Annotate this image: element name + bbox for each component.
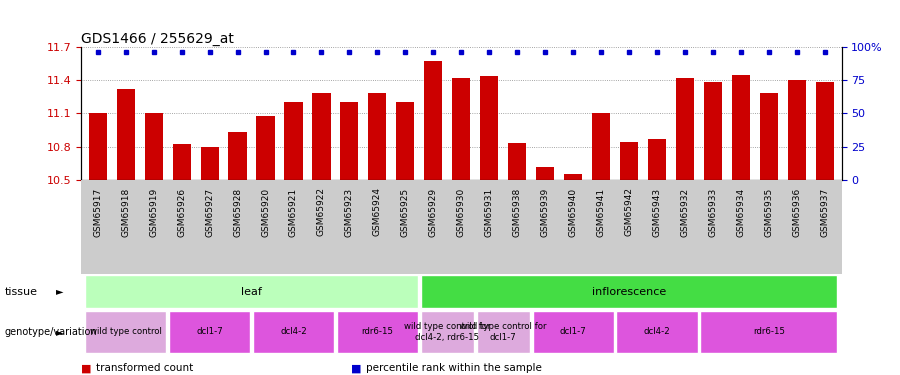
- Bar: [788, 80, 806, 180]
- Text: GSM65937: GSM65937: [820, 188, 829, 237]
- Text: GSM65934: GSM65934: [736, 188, 745, 237]
- Text: GSM65919: GSM65919: [149, 188, 158, 237]
- Text: ►: ►: [56, 327, 63, 337]
- Text: GSM65932: GSM65932: [680, 188, 689, 237]
- Bar: [424, 61, 443, 180]
- Text: GSM65942: GSM65942: [625, 188, 634, 237]
- Text: GSM65926: GSM65926: [177, 188, 186, 237]
- Text: tissue: tissue: [4, 286, 38, 297]
- Bar: [480, 76, 499, 180]
- Bar: [173, 144, 191, 180]
- Bar: [452, 78, 471, 180]
- Text: dcl4-2: dcl4-2: [644, 327, 670, 336]
- Text: percentile rank within the sample: percentile rank within the sample: [366, 363, 542, 373]
- Text: transformed count: transformed count: [96, 363, 194, 373]
- Text: GSM65943: GSM65943: [652, 188, 662, 237]
- Bar: [815, 82, 833, 180]
- Text: GSM65920: GSM65920: [261, 188, 270, 237]
- Text: GSM65922: GSM65922: [317, 188, 326, 237]
- Bar: [420, 275, 837, 308]
- Text: GSM65921: GSM65921: [289, 188, 298, 237]
- Text: GSM65923: GSM65923: [345, 188, 354, 237]
- Bar: [676, 78, 694, 180]
- Text: GSM65939: GSM65939: [541, 188, 550, 237]
- Text: GSM65917: GSM65917: [94, 188, 103, 237]
- Text: genotype/variation: genotype/variation: [4, 327, 97, 337]
- Bar: [256, 116, 274, 180]
- Text: dcl4-2: dcl4-2: [280, 327, 307, 336]
- Bar: [337, 311, 418, 353]
- Text: rdr6-15: rdr6-15: [362, 327, 393, 336]
- Bar: [648, 139, 666, 180]
- Text: GSM65930: GSM65930: [456, 188, 465, 237]
- Bar: [312, 93, 330, 180]
- Bar: [89, 113, 107, 180]
- Text: GSM65938: GSM65938: [513, 188, 522, 237]
- Text: GSM65918: GSM65918: [122, 188, 130, 237]
- Bar: [201, 147, 219, 180]
- Bar: [564, 174, 582, 180]
- Text: ■: ■: [81, 363, 92, 373]
- Text: GSM65924: GSM65924: [373, 188, 382, 237]
- Text: GSM65936: GSM65936: [792, 188, 801, 237]
- Bar: [420, 311, 473, 353]
- Bar: [704, 82, 722, 180]
- Text: wild type control: wild type control: [90, 327, 162, 336]
- Text: ■: ■: [351, 363, 362, 373]
- Bar: [477, 311, 530, 353]
- Text: GSM65925: GSM65925: [400, 188, 410, 237]
- Text: GSM65941: GSM65941: [597, 188, 606, 237]
- Bar: [86, 311, 166, 353]
- Text: leaf: leaf: [241, 286, 262, 297]
- Bar: [340, 102, 358, 180]
- Bar: [145, 113, 163, 180]
- Text: ►: ►: [56, 286, 63, 297]
- Bar: [760, 93, 778, 180]
- Text: dcl1-7: dcl1-7: [560, 327, 587, 336]
- Bar: [253, 311, 334, 353]
- Text: wild type control for
dcl4-2, rdr6-15: wild type control for dcl4-2, rdr6-15: [404, 322, 491, 342]
- Bar: [169, 311, 250, 353]
- Text: GSM65940: GSM65940: [569, 188, 578, 237]
- Bar: [508, 143, 526, 180]
- Text: GSM65928: GSM65928: [233, 188, 242, 237]
- Bar: [117, 89, 135, 180]
- Text: GSM65935: GSM65935: [764, 188, 773, 237]
- Text: wild type control for
dcl1-7: wild type control for dcl1-7: [460, 322, 546, 342]
- Bar: [86, 275, 418, 308]
- Text: GSM65933: GSM65933: [708, 188, 717, 237]
- Bar: [396, 102, 414, 180]
- Text: dcl1-7: dcl1-7: [196, 327, 223, 336]
- Bar: [700, 311, 837, 353]
- Text: GDS1466 / 255629_at: GDS1466 / 255629_at: [81, 32, 234, 46]
- Bar: [533, 311, 614, 353]
- Bar: [592, 113, 610, 180]
- Text: GSM65929: GSM65929: [428, 188, 437, 237]
- Text: inflorescence: inflorescence: [592, 286, 666, 297]
- Bar: [536, 167, 554, 180]
- Bar: [368, 93, 386, 180]
- Bar: [229, 132, 247, 180]
- Text: rdr6-15: rdr6-15: [752, 327, 785, 336]
- Bar: [620, 142, 638, 180]
- Text: GSM65927: GSM65927: [205, 188, 214, 237]
- Bar: [616, 311, 698, 353]
- Bar: [284, 102, 302, 180]
- Text: GSM65931: GSM65931: [485, 188, 494, 237]
- Bar: [732, 75, 750, 180]
